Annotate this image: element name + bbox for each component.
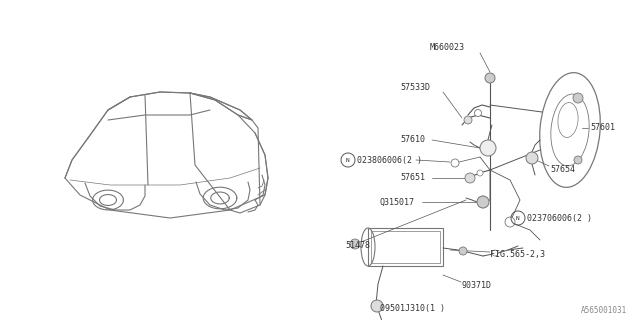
- Circle shape: [474, 109, 481, 116]
- Circle shape: [477, 196, 489, 208]
- Circle shape: [574, 156, 582, 164]
- Bar: [371, 231, 440, 263]
- Circle shape: [573, 93, 583, 103]
- Circle shape: [480, 140, 496, 156]
- Text: 023706006(2 ): 023706006(2 ): [527, 213, 592, 222]
- Text: 51478: 51478: [345, 241, 370, 250]
- Text: N: N: [346, 157, 350, 163]
- Text: A565001031: A565001031: [580, 306, 627, 315]
- Text: 57533D: 57533D: [400, 84, 430, 92]
- Text: 57601: 57601: [590, 124, 615, 132]
- Text: 023806006(2 ): 023806006(2 ): [357, 156, 422, 164]
- Text: 90371D: 90371D: [462, 281, 492, 290]
- Text: Q315017: Q315017: [380, 197, 415, 206]
- Circle shape: [492, 250, 498, 256]
- Text: FIG.565-2,3: FIG.565-2,3: [490, 251, 545, 260]
- Text: 57651: 57651: [400, 173, 425, 182]
- Text: 09501J310(1 ): 09501J310(1 ): [380, 303, 445, 313]
- Circle shape: [505, 217, 515, 227]
- Circle shape: [451, 159, 459, 167]
- Text: N: N: [516, 215, 520, 220]
- Circle shape: [464, 116, 472, 124]
- Text: M660023: M660023: [430, 44, 465, 52]
- Circle shape: [371, 300, 383, 312]
- Circle shape: [350, 239, 360, 249]
- Text: 57654: 57654: [550, 165, 575, 174]
- Circle shape: [526, 152, 538, 164]
- Circle shape: [459, 247, 467, 255]
- Bar: [368, 228, 443, 266]
- Circle shape: [477, 170, 483, 176]
- Circle shape: [485, 73, 495, 83]
- Circle shape: [465, 173, 475, 183]
- Text: 57610: 57610: [400, 135, 425, 145]
